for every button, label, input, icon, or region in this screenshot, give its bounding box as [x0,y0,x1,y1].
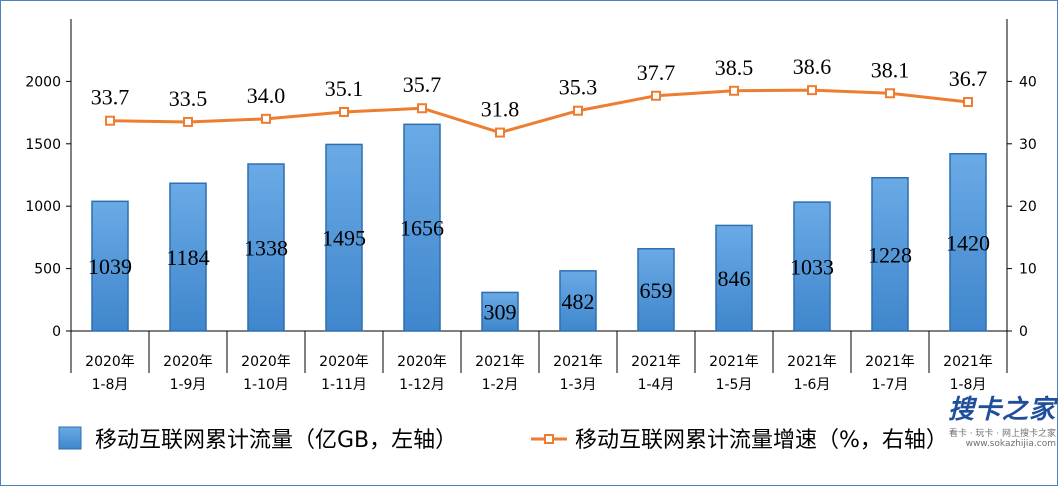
x-axis-category-label-period: 1-8月 [950,377,987,393]
bar-value-label: 1184 [166,245,209,270]
right-axis-tick-label: 20 [1019,199,1037,215]
bar-value-label: 846 [718,266,751,291]
bar [403,123,441,332]
growth-line-marker [651,90,661,101]
x-axis-category-label-year: 2021年 [709,354,759,370]
growth-line-marker [339,106,349,117]
bar-value-label: 1033 [790,255,834,280]
growth-line-marker [729,85,739,96]
right-axis-tick-label: 30 [1019,137,1037,153]
bar-value-label: 1656 [400,216,444,241]
left-axis-tick-label: 0 [52,324,61,340]
bar [559,270,597,332]
growth-line-marker [105,115,115,126]
growth-line-marker [417,103,427,114]
watermark-logo: 搜卡之家 看卡 · 玩卡 · 网上搜卡之家 www.sokazhijia.com [906,389,1056,457]
growth-value-label: 38.6 [793,54,832,79]
bar-value-label: 1420 [946,230,990,255]
growth-line [109,88,969,135]
x-axis-category-label-year: 2020年 [85,354,135,370]
left-axis-tick-label: 500 [34,262,61,278]
left-axis-tick-label: 1500 [25,137,61,153]
growth-value-label: 35.3 [559,75,598,100]
growth-value-label: 35.7 [403,72,442,97]
right-axis-tick-label: 0 [1019,324,1028,340]
legend-bar-label: 移动互联网累计流量（亿GB，左轴） [95,428,457,453]
legend-bar-swatch [58,426,82,450]
x-axis-category-label-year: 2021年 [553,354,603,370]
growth-value-label: 33.7 [91,85,130,110]
bar [949,153,987,332]
watermark-url: www.sokazhijia.com [965,439,1056,449]
x-axis-category-label-period: 1-12月 [399,377,445,393]
growth-value-label: 34.0 [247,83,286,108]
x-axis-category-label-period: 1-7月 [872,377,909,393]
growth-value-label: 38.1 [871,57,910,82]
growth-value-label: 31.8 [481,97,520,122]
left-axis-tick-label: 2000 [25,74,61,90]
legend-line-marker [544,434,554,444]
bar [169,182,207,332]
x-axis-category-label-year: 2020年 [163,354,213,370]
bar [715,224,753,332]
x-axis-category-label-year: 2020年 [241,354,291,370]
x-axis-category-label-year: 2021年 [631,354,681,370]
x-axis-category-label-period: 1-9月 [170,377,207,393]
growth-value-label: 38.5 [715,55,754,80]
x-axis-category-label-period: 1-6月 [794,377,831,393]
watermark-tagline: 看卡 · 玩卡 · 网上搜卡之家 [948,429,1056,439]
left-axis-tick-label: 1000 [25,199,61,215]
growth-value-label: 33.5 [169,86,208,111]
x-axis-category-label-period: 1-2月 [482,377,519,393]
bar-value-label: 309 [484,300,517,325]
bar [481,291,519,332]
x-axis-category-label-period: 1-3月 [560,377,597,393]
bar [793,201,831,332]
growth-value-label: 37.7 [637,60,676,85]
growth-line-marker [963,96,973,107]
x-axis-category-label-year: 2020年 [397,354,447,370]
bar [91,200,129,332]
x-axis-category-label-year: 2020年 [319,354,369,370]
x-axis-category-label-year: 2021年 [943,354,993,370]
growth-value-label: 35.1 [325,76,364,101]
growth-line-marker [573,105,583,116]
x-axis-category-label-period: 1-11月 [321,377,367,393]
bar [871,176,909,332]
bar-value-label: 1495 [322,226,366,251]
bar [247,163,285,332]
x-axis-category-label-period: 1-8月 [92,377,129,393]
right-axis-tick-label: 10 [1019,262,1037,278]
bar-value-label: 1228 [868,242,912,267]
x-axis-category-label-year: 2021年 [787,354,837,370]
right-axis-tick-label: 40 [1019,74,1037,90]
x-axis-category-label-year: 2021年 [475,354,525,370]
bar-value-label: 1039 [88,254,132,279]
growth-line-marker [495,127,505,138]
x-axis-category-label-period: 1-4月 [638,377,675,393]
bar-value-label: 482 [562,289,595,314]
growth-line-marker [807,85,817,96]
growth-line-marker [261,113,271,124]
bar [637,248,675,332]
x-axis-category-label-period: 1-10月 [243,377,289,393]
bar [325,143,363,332]
bar-value-label: 659 [640,278,673,303]
growth-line-marker [183,116,193,127]
growth-line-marker [885,88,895,99]
growth-value-label: 36.7 [949,66,988,91]
bar-value-label: 1338 [244,236,288,261]
x-axis-category-label-period: 1-5月 [716,377,753,393]
legend-line-label: 移动互联网累计流量增速（%，右轴） [575,428,948,453]
watermark-brand: 搜卡之家 [947,395,1056,425]
x-axis-category-label-year: 2021年 [865,354,915,370]
